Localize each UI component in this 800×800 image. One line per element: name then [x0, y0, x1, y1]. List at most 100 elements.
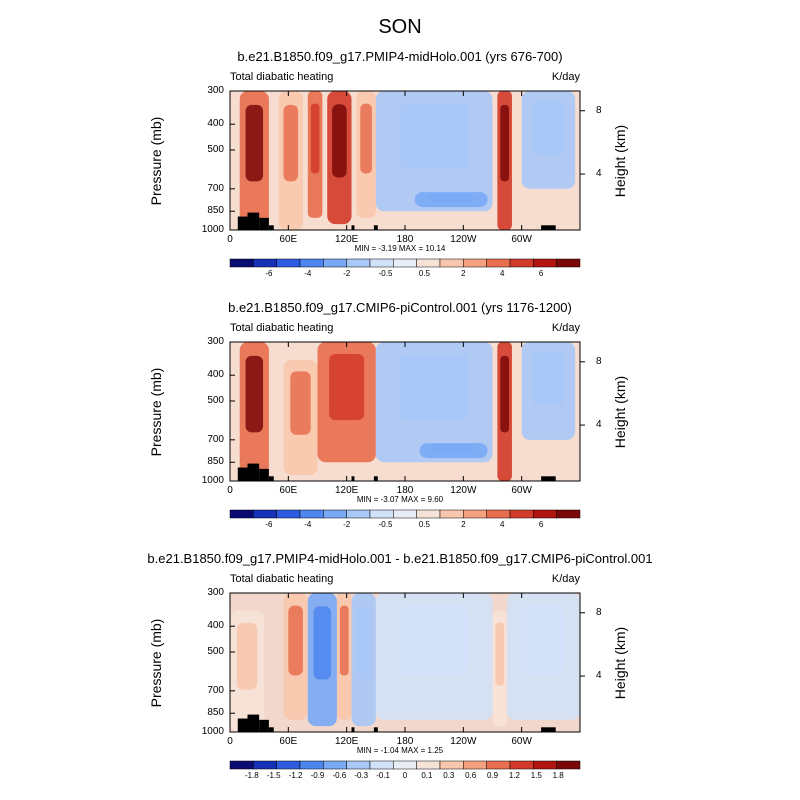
- cool-region-core-mark: [399, 103, 470, 170]
- warm-column-core-mark: [500, 104, 510, 182]
- y-tick-label: 850: [207, 707, 224, 719]
- warm-column-core-mark: [495, 622, 505, 686]
- colorbar-label: -1.5: [266, 771, 281, 780]
- warm-column-core-mark: [500, 355, 510, 433]
- colorbar-swatch: [486, 509, 511, 519]
- colorbar-swatch: [369, 258, 394, 268]
- terrain-mark: [247, 212, 260, 230]
- terrain-mark: [541, 727, 556, 732]
- colorbar-swatch: [486, 258, 511, 268]
- terrain-mark: [247, 714, 260, 732]
- colorbar-label: -0.9: [310, 771, 325, 780]
- x-tick-label: 120E: [334, 234, 359, 245]
- colorbar-label: -0.3: [354, 771, 369, 780]
- colorbar-label: -4: [304, 269, 312, 278]
- colorbar-label: 0.5: [418, 520, 430, 529]
- x-tick-label: 0: [227, 736, 233, 747]
- x-tick-label: 120W: [450, 234, 477, 245]
- y-tick-label: 850: [207, 205, 224, 217]
- colorbar-label: 4: [499, 269, 505, 278]
- terrain-mark: [373, 225, 378, 230]
- colorbar-swatch: [509, 760, 534, 770]
- colorbar-swatch: [346, 258, 371, 268]
- terrain-mark: [237, 718, 248, 732]
- x-tick-label: 60W: [511, 234, 532, 245]
- colorbar-label: 4: [499, 520, 505, 529]
- x-tick-label: 60E: [279, 485, 298, 496]
- colorbar-swatch: [463, 760, 487, 770]
- colorbar-swatch: [299, 509, 324, 519]
- colorbar-swatch: [276, 509, 301, 519]
- colorbar-label: 1.2: [508, 771, 520, 780]
- y-tick-label: 700: [207, 684, 224, 696]
- x-tick-label: 60W: [511, 485, 532, 496]
- y-tick-label: 300: [207, 336, 224, 347]
- colorbar-swatch: [229, 509, 254, 519]
- right-string: K/day: [551, 573, 580, 585]
- cool-region-core-mark: [399, 354, 470, 421]
- min-max-stats: MIN = -1.04 MAX = 1.25: [356, 746, 444, 755]
- cool-column-core-mark: [313, 606, 332, 680]
- y-tick-label: 500: [207, 394, 224, 406]
- colorbar-label: 2: [461, 269, 466, 278]
- y-tick-label: 300: [207, 85, 224, 96]
- cool-region-core-mark: [521, 605, 566, 676]
- left-string: Total diabatic heating: [230, 71, 334, 83]
- y-tick-label: 400: [207, 369, 224, 381]
- colorbar-label: -2: [343, 269, 351, 278]
- terrain-mark: [541, 225, 556, 230]
- warm-column-core-mark: [332, 104, 347, 178]
- cool-region-core-mark: [532, 351, 565, 406]
- colorbar-swatch: [533, 760, 557, 770]
- colorbar-swatch: [556, 760, 581, 770]
- colorbar-swatch: [369, 509, 394, 519]
- colorbar-swatch: [323, 760, 347, 770]
- colorbar-label: 0: [402, 771, 408, 780]
- colorbar-swatch: [299, 760, 324, 770]
- y2-tick-label: 8: [596, 355, 602, 367]
- colorbar-swatch: [276, 760, 301, 770]
- colorbar-swatch: [229, 258, 254, 268]
- y-tick-label: 1000: [201, 726, 224, 737]
- terrain-mark: [268, 225, 274, 230]
- terrain-mark: [351, 476, 355, 481]
- right-string: K/day: [551, 71, 580, 83]
- terrain-mark: [373, 476, 378, 481]
- colorbar-label: -0.5: [378, 269, 393, 278]
- y2-tick-label: 8: [596, 606, 602, 618]
- colorbar-swatch: [323, 509, 347, 519]
- colorbar-label: 1.5: [530, 771, 542, 780]
- terrain-mark: [541, 476, 556, 481]
- colorbar-swatch: [346, 760, 371, 770]
- x-tick-label: 120E: [334, 736, 359, 747]
- colorbar-swatch: [533, 258, 557, 268]
- colorbar-label: 6: [538, 520, 544, 529]
- left-string: Total diabatic heating: [230, 322, 334, 334]
- panel-title: b.e21.B1850.f09_g17.CMIP6-piControl.001 …: [228, 300, 572, 315]
- y2-tick-label: 4: [596, 419, 602, 431]
- colorbar-swatch: [253, 258, 277, 268]
- colorbar-swatch: [556, 509, 581, 519]
- colorbar-label: -2: [343, 520, 351, 529]
- warm-column-core-mark: [288, 605, 303, 676]
- y-tick-label: 500: [207, 645, 224, 657]
- terrain-mark: [237, 216, 248, 230]
- colorbar-swatch: [253, 760, 277, 770]
- colorbar-label: 0.5: [418, 269, 430, 278]
- x-tick-label: 60E: [279, 736, 298, 747]
- colorbar-label: -6: [265, 269, 273, 278]
- x-tick-label: 0: [227, 234, 233, 245]
- warm-column-core-mark: [360, 103, 372, 174]
- colorbar-swatch: [463, 258, 487, 268]
- terrain-mark: [259, 217, 269, 230]
- colorbar-swatch: [369, 760, 394, 770]
- warm-column-core-mark: [236, 622, 258, 690]
- colorbar-label: -6: [265, 520, 273, 529]
- warm-column-core-mark: [245, 355, 264, 433]
- warm-column-core-mark: [310, 103, 320, 174]
- colorbar-swatch: [486, 760, 511, 770]
- x-tick-label: 120E: [334, 485, 359, 496]
- page-title: SON: [378, 16, 422, 38]
- x-tick-label: 0: [227, 485, 233, 496]
- colorbar-swatch: [229, 760, 254, 770]
